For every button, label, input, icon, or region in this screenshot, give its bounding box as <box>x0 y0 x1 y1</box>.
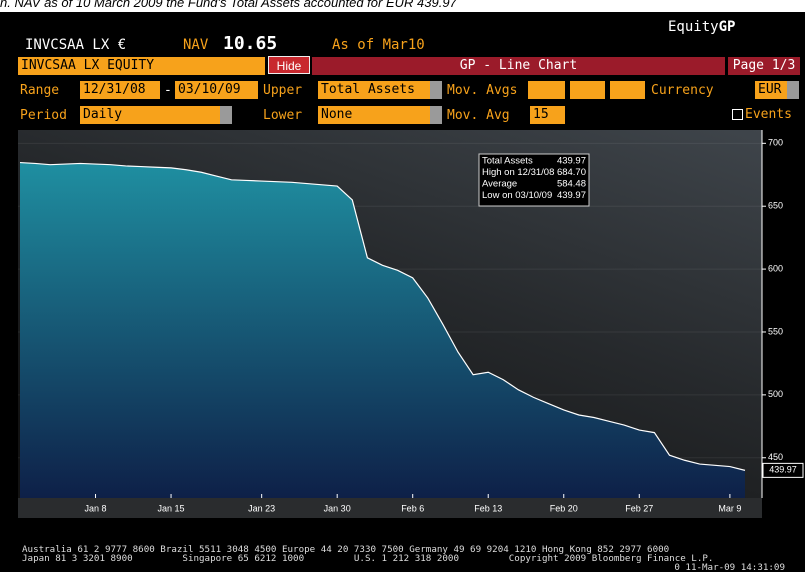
last-value-label: 439.97 <box>769 465 797 475</box>
mov-avgs-label: Mov. Avgs <box>447 83 518 98</box>
as-of: As of Mar10 <box>332 37 425 53</box>
security-box[interactable]: INVCSAA LX EQUITY <box>18 57 265 75</box>
y-tick-label: 550 <box>768 326 783 336</box>
range-sep: - <box>164 83 172 98</box>
stats-label: Low on 03/10/09 <box>482 190 552 201</box>
mov-avg-box[interactable] <box>528 81 565 99</box>
footer-line: Japan 81 3 3201 8900 Singapore 65 6212 1… <box>22 553 714 564</box>
caption-fragment: n. NAV as of 10 March 2009 the Fund's To… <box>0 0 457 10</box>
range-end[interactable]: 03/10/09 <box>175 81 258 99</box>
y-tick-label: 600 <box>768 263 783 273</box>
page-indicator[interactable]: Page 1/3 <box>728 57 800 75</box>
mov-avg-box[interactable] <box>570 81 605 99</box>
nav-value: 10.65 <box>223 33 278 54</box>
x-axis-band <box>18 498 762 518</box>
x-tick-label: Jan 30 <box>324 503 351 513</box>
x-tick-label: Feb 20 <box>550 503 578 513</box>
currency-label: Currency <box>651 83 714 98</box>
y-tick-label: 500 <box>768 389 783 399</box>
stats-value: 584.48 <box>557 179 586 190</box>
brand-prefix: Equity <box>668 19 719 35</box>
lower-label: Lower <box>263 108 303 123</box>
upper-label: Upper <box>263 83 303 98</box>
area <box>20 162 745 499</box>
x-tick-label: Mar 9 <box>718 503 741 513</box>
y-tick-label: 450 <box>768 452 783 462</box>
x-tick-label: Jan 8 <box>85 503 107 513</box>
period-label: Period <box>20 108 67 123</box>
line <box>19 161 746 471</box>
stats-value: 439.97 <box>557 156 586 167</box>
period-value[interactable]: Daily <box>80 106 232 124</box>
mov-avg-value[interactable]: 15 <box>530 106 565 124</box>
ticker: INVCSAA LX € <box>25 37 127 53</box>
events-checkbox[interactable] <box>732 109 743 120</box>
x-tick-label: Jan 15 <box>158 503 185 513</box>
function-bar: GP - Line Chart <box>312 57 725 75</box>
stats-box <box>478 153 590 207</box>
nav-label: NAV <box>183 37 209 53</box>
brand: EquityGP <box>668 20 735 34</box>
upper-value[interactable]: Total Assets <box>318 81 442 99</box>
stats-value: 684.70 <box>557 167 586 178</box>
y-tick-label: 700 <box>768 138 783 148</box>
x-tick-label: Feb 6 <box>401 503 424 513</box>
mov-avg-label: Mov. Avg <box>447 108 510 123</box>
footer-timestamp: 0 11-Mar-09 14:31:09 <box>674 562 785 572</box>
stats-value: 439.97 <box>557 190 586 201</box>
lower-value[interactable]: None <box>318 106 442 124</box>
x-tick-label: Feb 13 <box>474 503 502 513</box>
last-value-box <box>762 462 804 478</box>
currency-value[interactable]: EUR <box>755 81 799 99</box>
y-tick-label: 650 <box>768 201 783 211</box>
mov-avg-box[interactable] <box>610 81 645 99</box>
x-tick-label: Feb 27 <box>625 503 653 513</box>
stats-label: High on 12/31/08 <box>482 167 554 178</box>
stats-label: Total Assets <box>482 156 533 167</box>
events-label: Events <box>745 107 792 122</box>
range-label: Range <box>20 83 60 98</box>
range-start[interactable]: 12/31/08 <box>80 81 160 99</box>
stats-label: Average <box>482 179 517 190</box>
footer-line: Australia 61 2 9777 8600 Brazil 5511 304… <box>22 544 670 555</box>
brand-suffix: GP <box>718 19 736 35</box>
hide-button[interactable]: Hide <box>268 56 310 74</box>
x-tick-label: Jan 23 <box>248 503 275 513</box>
